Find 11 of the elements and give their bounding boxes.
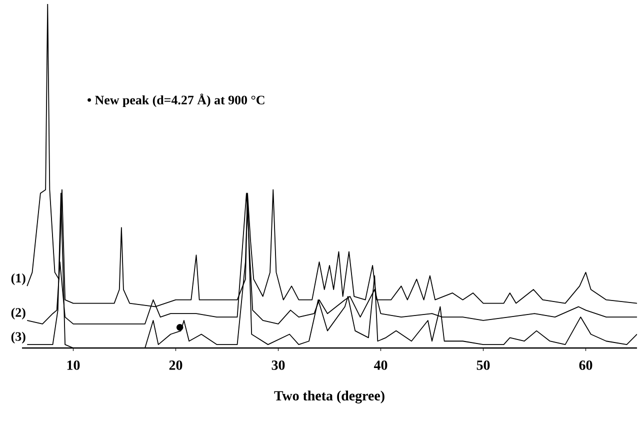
x-tick-label: 40 xyxy=(374,360,388,370)
series-label: (3) xyxy=(11,332,26,344)
x-tick-label: 10 xyxy=(67,360,80,370)
x-tick-label: 30 xyxy=(272,360,285,370)
series-label: (1) xyxy=(11,273,26,286)
x-axis-title: Two theta (degree) xyxy=(274,390,384,404)
x-tick-label: 50 xyxy=(476,360,490,370)
x-tick-label: 60 xyxy=(579,360,592,370)
x-tick-label: 20 xyxy=(169,360,182,370)
annotation: • New peak (d=4.27 Å) at 900 °C xyxy=(88,94,264,108)
series-label: (2) xyxy=(11,308,26,320)
